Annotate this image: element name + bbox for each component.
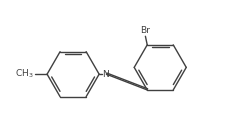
Text: N: N [102, 70, 109, 79]
Text: Br: Br [141, 26, 150, 35]
Text: CH$_3$: CH$_3$ [15, 68, 34, 80]
